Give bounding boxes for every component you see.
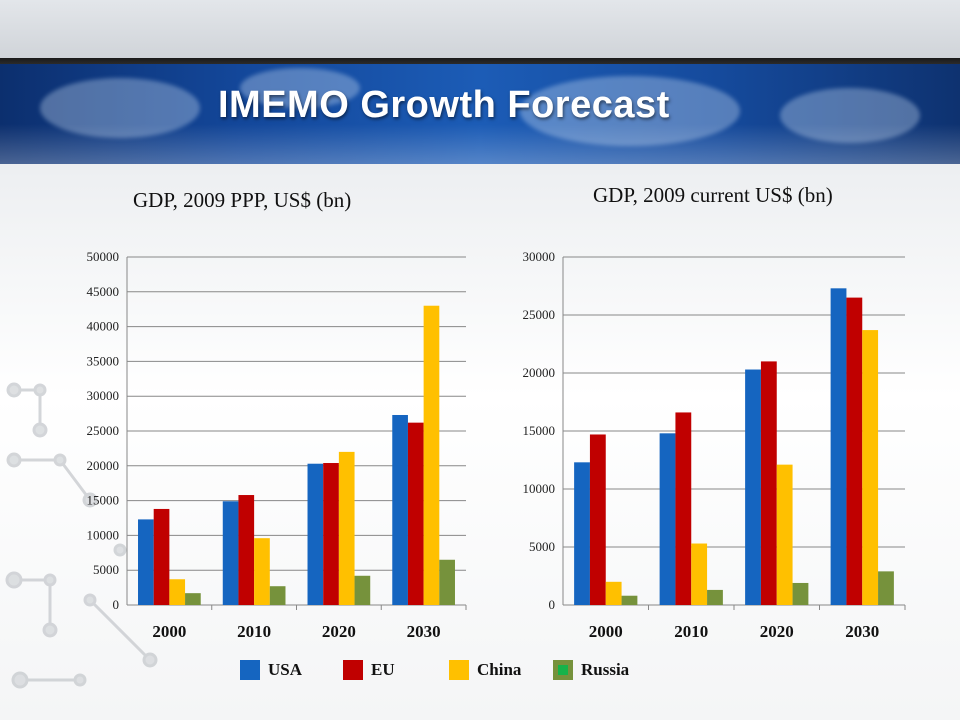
bar-eu-2010 xyxy=(675,412,692,605)
bar-russia-2030 xyxy=(439,559,455,605)
y-tick-label: 15000 xyxy=(87,493,120,508)
y-tick-label: 30000 xyxy=(87,388,120,403)
bar-china-2000 xyxy=(169,579,186,605)
chart-title-current: GDP, 2009 current US$ (bn) xyxy=(593,183,833,207)
y-tick-label: 10000 xyxy=(87,527,120,542)
y-tick-label: 20000 xyxy=(87,458,120,473)
x-tick-label: 2000 xyxy=(589,622,623,641)
bar-russia-2030 xyxy=(878,571,894,605)
y-tick-label: 45000 xyxy=(87,284,120,299)
slide-title: IMEMO Growth Forecast xyxy=(218,84,670,126)
bar-russia-2010 xyxy=(269,586,286,605)
bar-eu-2030 xyxy=(846,297,863,605)
bar-china-2030 xyxy=(423,305,440,605)
bar-china-2010 xyxy=(691,543,708,605)
bar-usa-2010 xyxy=(222,501,239,605)
bar-eu-2010 xyxy=(238,495,255,605)
y-tick-label: 15000 xyxy=(523,423,556,438)
y-tick-label: 0 xyxy=(549,597,556,612)
bar-china-2000 xyxy=(605,581,622,605)
legend-item-usa: USA xyxy=(240,660,343,680)
y-tick-label: 25000 xyxy=(87,423,120,438)
y-tick-label: 30000 xyxy=(523,249,556,264)
bar-usa-2010 xyxy=(659,433,676,605)
legend-item-china: China xyxy=(449,660,553,680)
x-tick-label: 2020 xyxy=(322,622,356,641)
legend-swatch-eu xyxy=(343,660,363,680)
bar-china-2010 xyxy=(254,538,270,605)
x-tick-label: 2020 xyxy=(760,622,794,641)
legend-item-eu: EU xyxy=(343,660,449,680)
y-tick-label: 40000 xyxy=(87,319,120,334)
bar-usa-2000 xyxy=(138,519,154,605)
legend-label-china: China xyxy=(477,660,522,679)
x-tick-label: 2030 xyxy=(407,622,441,641)
legend-label-usa: USA xyxy=(268,660,303,679)
legend-swatch-russia xyxy=(553,660,573,680)
bar-usa-2020 xyxy=(307,463,324,605)
bar-china-2030 xyxy=(862,330,879,605)
top-strip xyxy=(0,0,960,58)
legend: USA EU China Russia xyxy=(240,660,629,680)
bar-russia-2000 xyxy=(185,593,201,605)
bar-eu-2030 xyxy=(407,422,424,605)
y-tick-label: 0 xyxy=(113,597,120,612)
y-tick-label: 5000 xyxy=(529,539,555,554)
bar-eu-2000 xyxy=(589,434,606,605)
bar-russia-2020 xyxy=(792,582,809,605)
x-tick-label: 2000 xyxy=(152,622,186,641)
bar-china-2020 xyxy=(338,451,355,605)
bar-eu-2020 xyxy=(323,463,339,605)
x-tick-label: 2010 xyxy=(674,622,708,641)
x-tick-label: 2010 xyxy=(237,622,271,641)
y-tick-label: 50000 xyxy=(87,249,120,264)
network-decoration xyxy=(5,382,158,689)
legend-label-russia: Russia xyxy=(581,660,630,679)
legend-swatch-usa xyxy=(240,660,260,680)
bar-eu-2020 xyxy=(760,361,777,605)
y-tick-label: 25000 xyxy=(523,307,556,322)
legend-item-russia: Russia xyxy=(553,660,629,680)
x-tick-label: 2030 xyxy=(845,622,879,641)
bar-china-2020 xyxy=(776,464,793,605)
legend-label-eu: EU xyxy=(371,660,395,679)
bar-russia-2020 xyxy=(354,575,371,605)
legend-swatch-china xyxy=(449,660,469,680)
bar-russia-2010 xyxy=(707,589,723,605)
y-tick-label: 5000 xyxy=(93,562,119,577)
y-tick-label: 20000 xyxy=(523,365,556,380)
y-tick-label: 35000 xyxy=(87,353,120,368)
bar-usa-2000 xyxy=(574,462,590,605)
bar-usa-2030 xyxy=(830,288,847,605)
bar-eu-2000 xyxy=(153,508,170,605)
bar-russia-2000 xyxy=(621,595,638,605)
bar-usa-2020 xyxy=(745,369,761,605)
y-tick-label: 10000 xyxy=(523,481,556,496)
title-banner xyxy=(0,58,960,164)
bar-usa-2030 xyxy=(392,414,408,605)
chart-title-ppp: GDP, 2009 PPP, US$ (bn) xyxy=(133,188,352,212)
